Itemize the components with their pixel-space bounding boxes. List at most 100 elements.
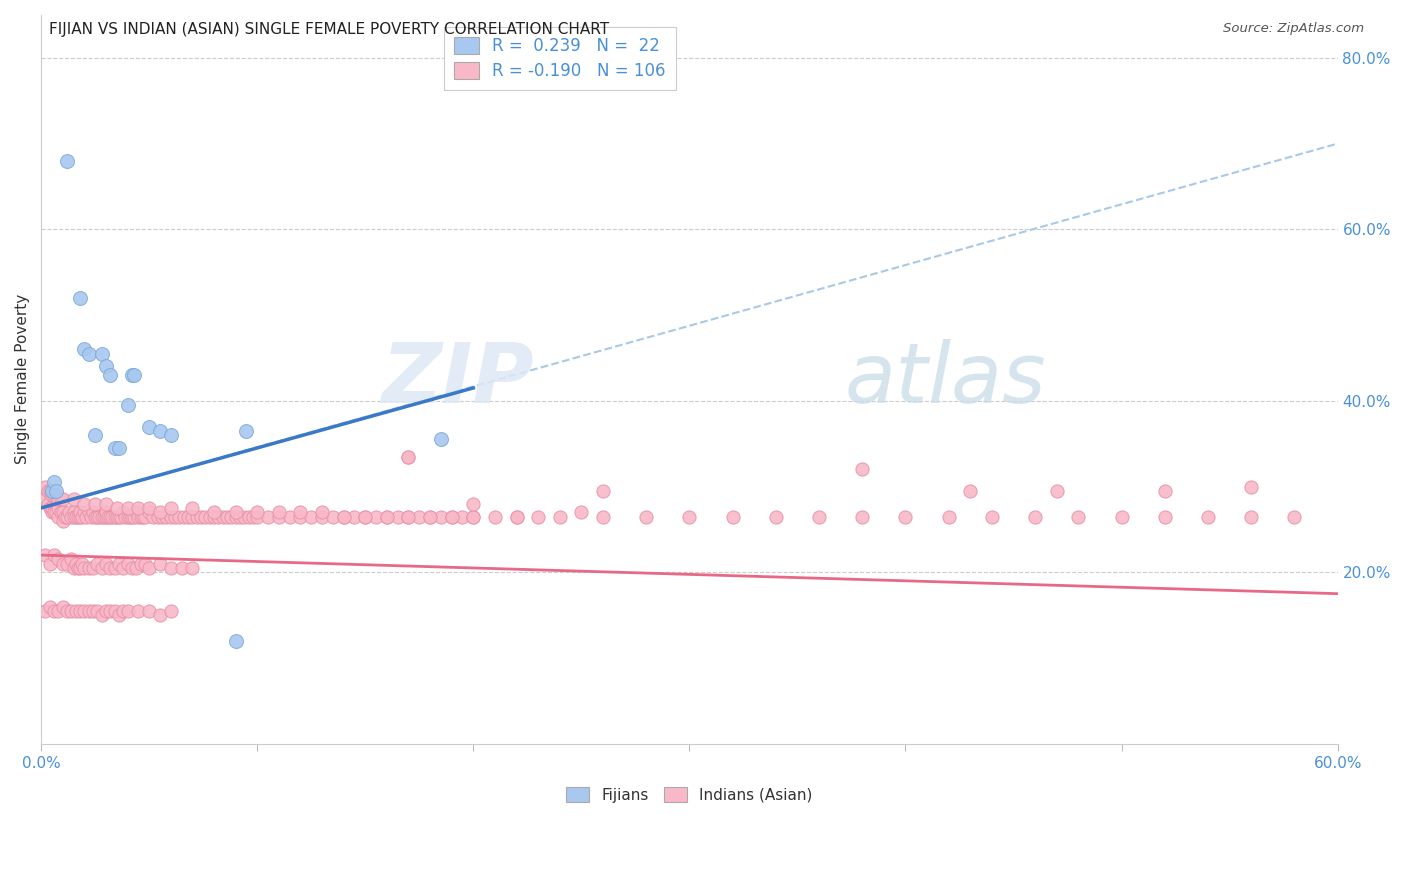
Text: ZIP: ZIP: [381, 339, 534, 420]
Point: [82, 561, 104, 575]
Point: [62, 509, 84, 524]
Point: [1153, 509, 1175, 524]
Point: [86, 557, 108, 571]
Point: [1284, 509, 1306, 524]
Point: [34, 492, 56, 507]
Point: [408, 509, 430, 524]
Point: [90, 561, 112, 575]
Point: [117, 509, 139, 524]
Point: [38, 483, 60, 498]
Point: [721, 509, 744, 524]
Point: [177, 509, 200, 524]
Point: [94, 509, 117, 524]
Point: [894, 509, 917, 524]
Point: [112, 604, 135, 618]
Point: [52, 514, 75, 528]
Point: [149, 424, 172, 438]
Point: [484, 509, 506, 524]
Point: [121, 368, 143, 382]
Point: [110, 509, 132, 524]
Point: [80, 509, 103, 524]
Point: [138, 604, 160, 618]
Point: [38, 599, 60, 614]
Point: [451, 509, 474, 524]
Point: [62, 505, 84, 519]
Point: [959, 483, 981, 498]
Point: [37, 497, 59, 511]
Point: [121, 561, 143, 575]
Point: [98, 368, 121, 382]
Point: [77, 505, 100, 519]
Point: [354, 509, 377, 524]
Point: [56, 153, 79, 168]
Point: [527, 509, 550, 524]
Point: [94, 505, 117, 519]
Point: [41, 500, 63, 515]
Point: [569, 505, 592, 519]
Point: [238, 509, 260, 524]
Point: [127, 509, 149, 524]
Point: [138, 505, 160, 519]
Point: [225, 505, 247, 519]
Point: [186, 509, 208, 524]
Point: [398, 450, 420, 464]
Point: [129, 557, 152, 571]
Point: [267, 505, 290, 519]
Point: [1111, 509, 1133, 524]
Point: [278, 509, 301, 524]
Point: [52, 557, 75, 571]
Point: [127, 500, 149, 515]
Point: [90, 509, 112, 524]
Point: [94, 359, 117, 374]
Point: [34, 548, 56, 562]
Point: [94, 604, 117, 618]
Point: [103, 509, 125, 524]
Point: [73, 497, 96, 511]
Point: [117, 500, 139, 515]
Point: [58, 505, 80, 519]
Point: [398, 450, 420, 464]
Point: [62, 561, 84, 575]
Point: [129, 509, 152, 524]
Point: [343, 509, 366, 524]
Point: [463, 509, 485, 524]
Point: [45, 483, 67, 498]
Point: [38, 500, 60, 515]
Point: [233, 509, 256, 524]
Point: [34, 479, 56, 493]
Point: [375, 509, 398, 524]
Point: [311, 509, 333, 524]
Point: [202, 509, 225, 524]
Point: [70, 509, 93, 524]
Point: [138, 561, 160, 575]
Point: [101, 509, 124, 524]
Point: [387, 509, 409, 524]
Point: [808, 509, 831, 524]
Point: [94, 497, 117, 511]
Point: [636, 509, 658, 524]
Point: [98, 509, 121, 524]
Point: [505, 509, 527, 524]
Point: [980, 509, 1002, 524]
Point: [77, 604, 100, 618]
Point: [69, 604, 91, 618]
Point: [114, 509, 136, 524]
Point: [56, 604, 79, 618]
Point: [112, 505, 135, 519]
Point: [419, 509, 441, 524]
Point: [398, 509, 420, 524]
Point: [149, 505, 172, 519]
Point: [73, 505, 96, 519]
Point: [134, 557, 156, 571]
Point: [1240, 479, 1263, 493]
Point: [82, 505, 104, 519]
Point: [322, 509, 344, 524]
Point: [181, 561, 204, 575]
Point: [851, 509, 873, 524]
Point: [851, 462, 873, 476]
Point: [440, 509, 463, 524]
Point: [52, 505, 75, 519]
Point: [146, 509, 169, 524]
Point: [98, 604, 121, 618]
Point: [678, 509, 700, 524]
